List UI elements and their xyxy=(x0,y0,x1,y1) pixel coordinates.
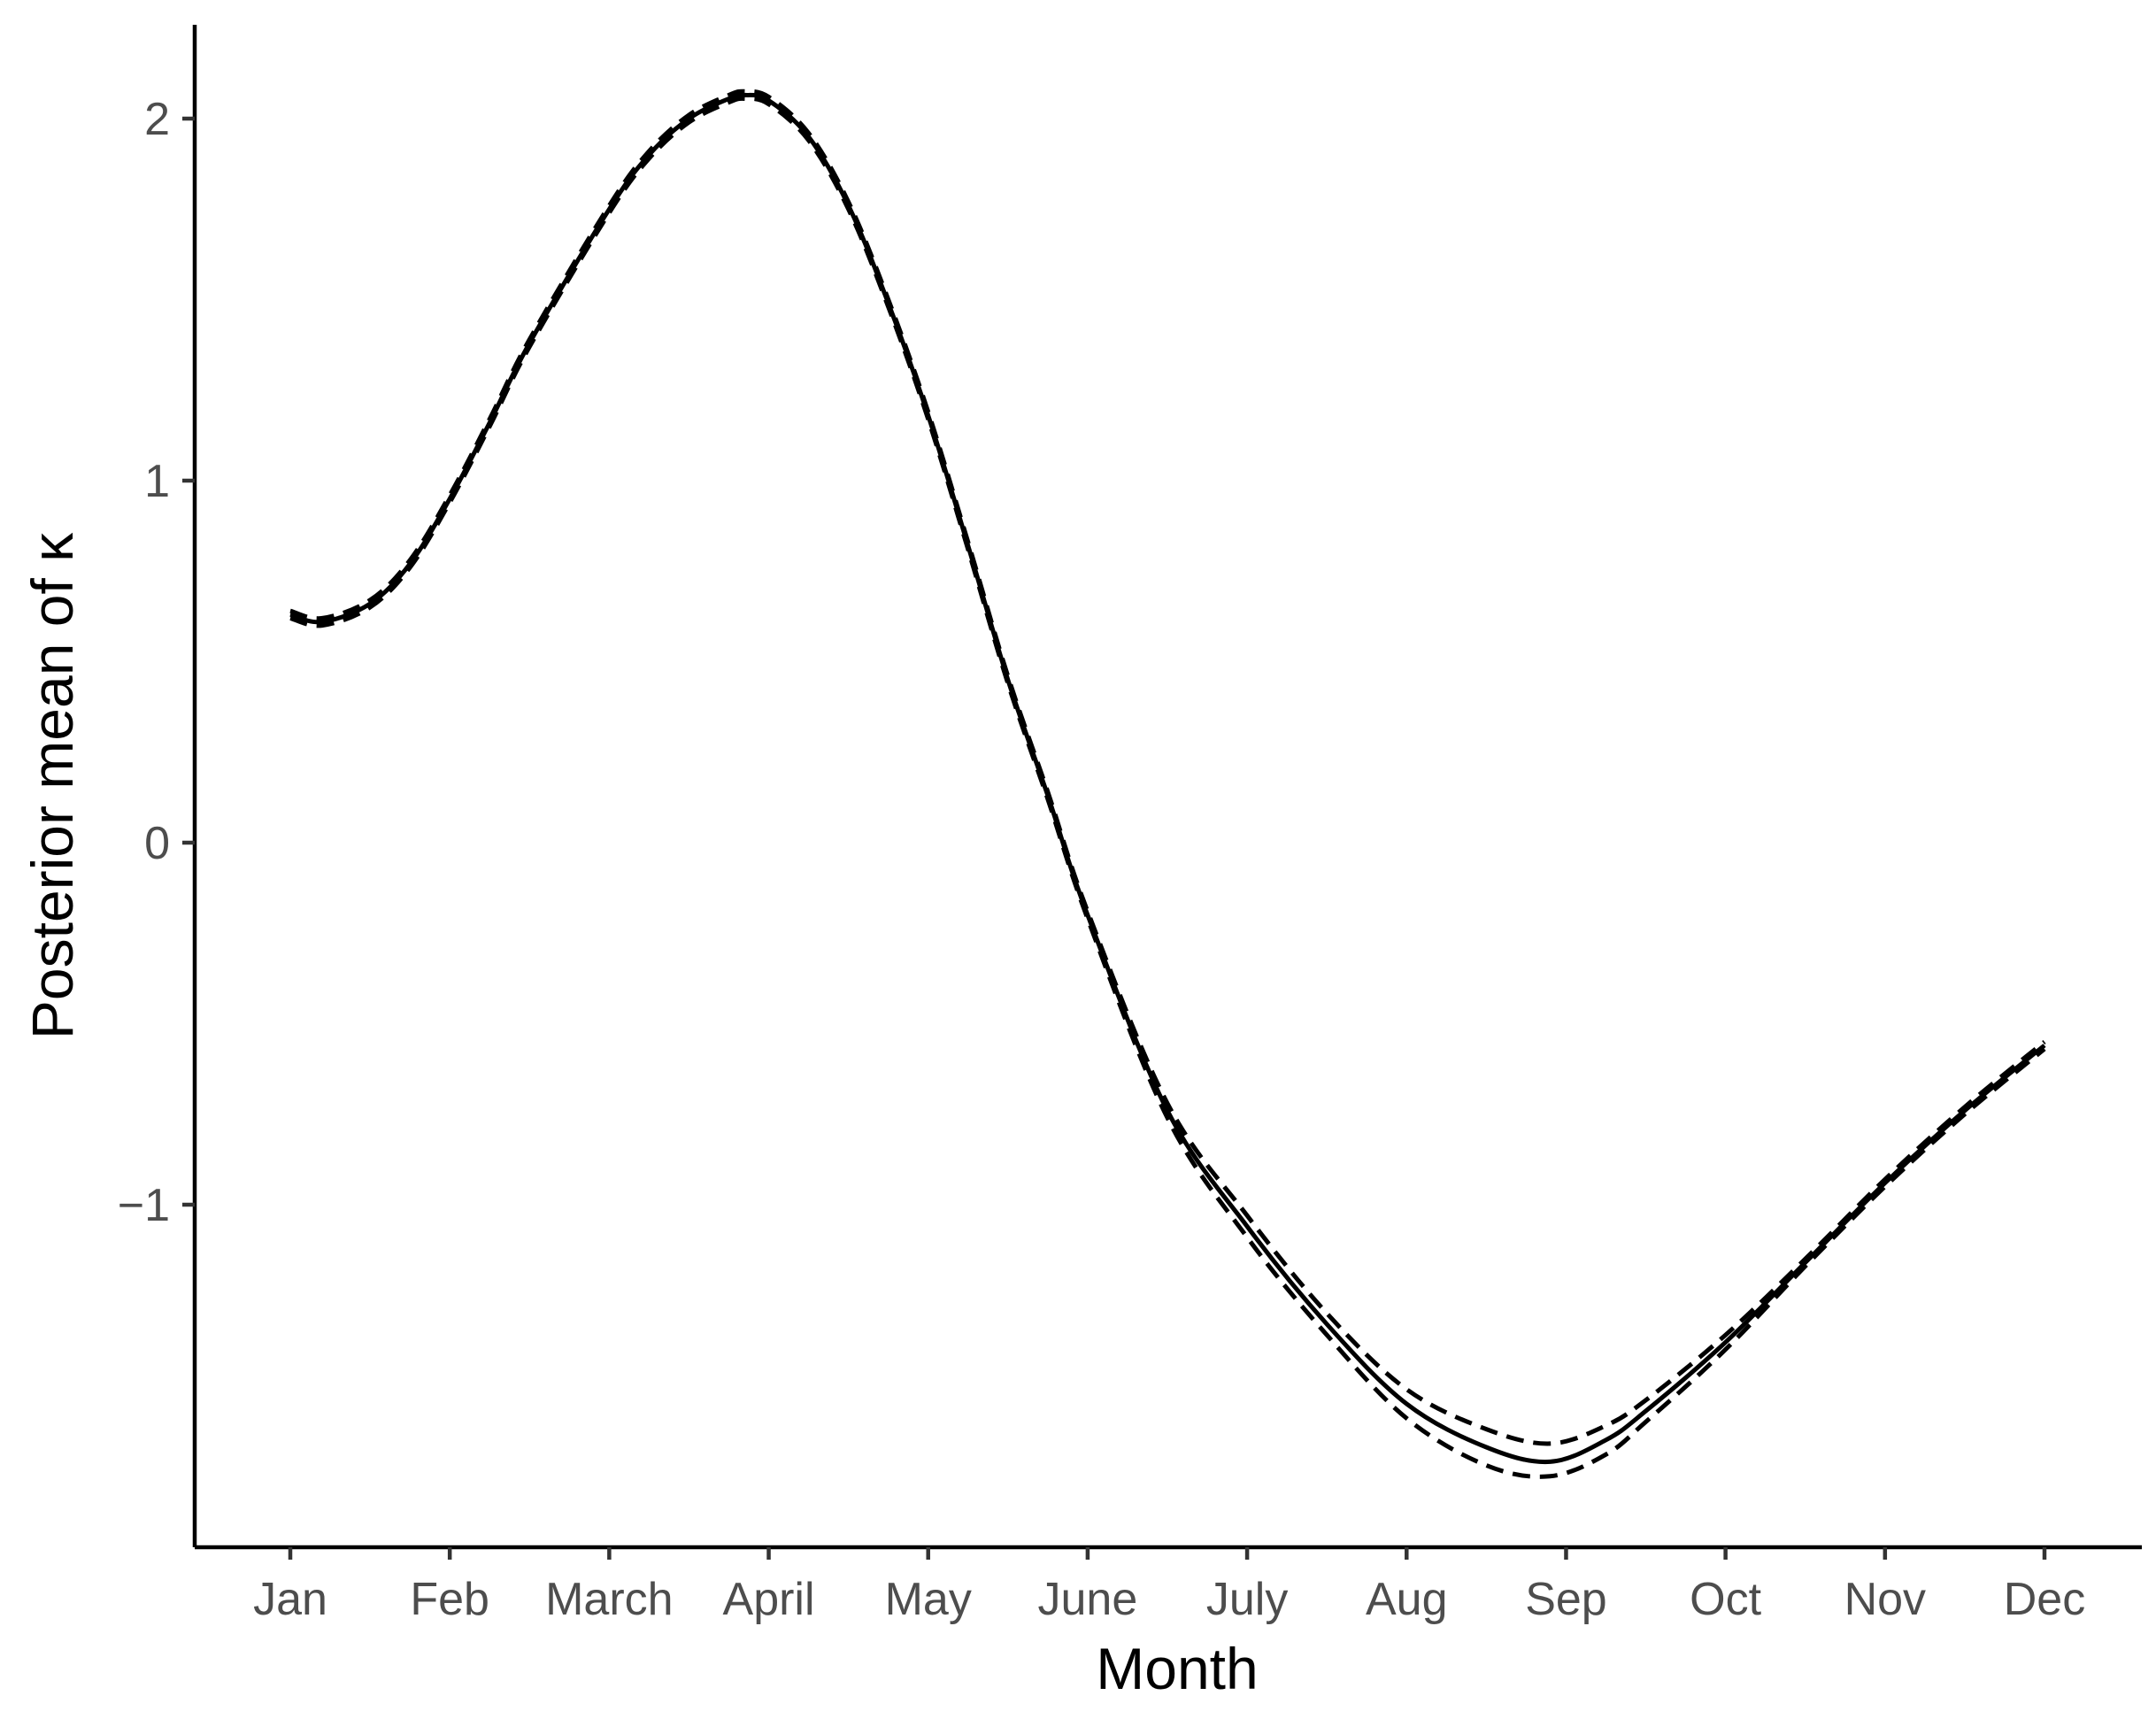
y-tick-label: −1 xyxy=(118,1180,170,1231)
x-tick-label: May xyxy=(885,1574,972,1625)
y-tick-label: 1 xyxy=(144,456,170,507)
y-tick-label: 2 xyxy=(144,94,170,145)
axes-layer xyxy=(192,25,2142,1550)
x-tick-label: Oct xyxy=(1690,1574,1761,1625)
x-tick-label: Feb xyxy=(410,1574,489,1625)
dashed-series-line-1 xyxy=(289,89,2046,1446)
series-layer xyxy=(289,89,2046,1479)
y-tick-label: 0 xyxy=(144,818,170,869)
x-tick-label: March xyxy=(545,1574,673,1625)
x-tick-label: Nov xyxy=(1844,1574,1926,1625)
dashed-series-line-2 xyxy=(289,96,2046,1479)
x-tick-label: Aug xyxy=(1366,1574,1448,1625)
x-tick-label: April xyxy=(723,1574,815,1625)
x-tick-label: June xyxy=(1038,1574,1138,1625)
x-tick-label: Jan xyxy=(253,1574,327,1625)
y-axis-title: Posterior mean of κ xyxy=(19,532,85,1039)
x-tick-label: Sep xyxy=(1525,1574,1607,1625)
x-tick-label: July xyxy=(1206,1574,1288,1625)
x-tick-label: Dec xyxy=(2004,1574,2085,1625)
x-axis-title: Month xyxy=(1096,1636,1258,1701)
ticks-layer: −1 0 1 2 Jan Feb March April May June July Aug Sep Oc… xyxy=(118,94,2086,1625)
solid-series-line xyxy=(289,92,2046,1465)
